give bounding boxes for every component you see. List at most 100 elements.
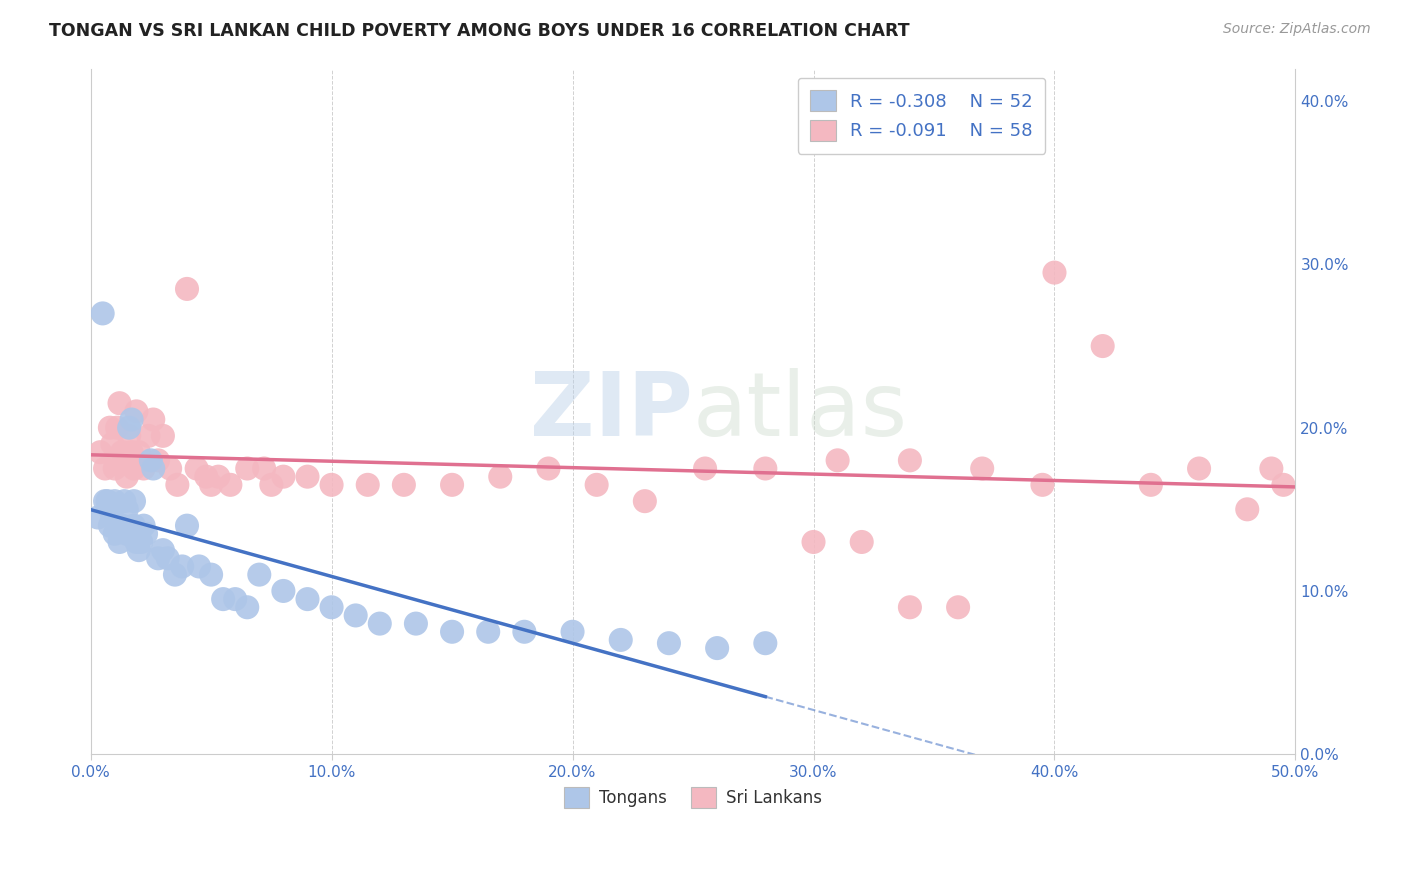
Text: Source: ZipAtlas.com: Source: ZipAtlas.com [1223,22,1371,37]
Point [693,461,716,475]
Point [297,469,319,483]
Point [898,600,921,615]
Point [1236,502,1258,516]
Point [200,567,222,582]
Point [122,518,145,533]
Point [851,535,873,549]
Point [706,641,728,656]
Point [104,494,127,508]
Point [898,453,921,467]
Point [87,510,110,524]
Point [200,478,222,492]
Point [98,518,121,533]
Point [135,526,157,541]
Point [392,478,415,492]
Point [513,624,536,639]
Point [273,469,295,483]
Point [1043,266,1066,280]
Point [105,518,128,533]
Point [91,306,114,320]
Point [972,461,994,475]
Point [585,478,607,492]
Point [121,445,143,459]
Point [827,453,849,467]
Point [1140,478,1163,492]
Point [803,535,825,549]
Point [1272,478,1295,492]
Point [159,461,181,475]
Point [1091,339,1114,353]
Point [111,445,134,459]
Point [104,461,127,475]
Point [122,494,145,508]
Point [142,461,165,475]
Point [128,543,150,558]
Text: TONGAN VS SRI LANKAN CHILD POVERTY AMONG BOYS UNDER 16 CORRELATION CHART: TONGAN VS SRI LANKAN CHILD POVERTY AMONG… [49,22,910,40]
Point [212,592,235,607]
Point [357,478,380,492]
Point [219,478,242,492]
Point [94,461,117,475]
Point [441,478,464,492]
Point [561,624,583,639]
Point [129,535,152,549]
Point [132,461,155,475]
Point [115,502,138,516]
Point [634,494,657,508]
Point [176,518,198,533]
Point [101,437,124,451]
Point [146,551,169,566]
Point [247,567,270,582]
Point [98,420,121,434]
Point [142,412,165,426]
Point [224,592,246,607]
Point [112,453,135,467]
Point [163,567,186,582]
Point [121,412,143,426]
Point [146,453,169,467]
Point [1031,478,1053,492]
Point [128,445,150,459]
Point [96,494,118,508]
Point [112,494,135,508]
Point [321,600,343,615]
Point [609,632,631,647]
Point [207,469,229,483]
Point [105,420,128,434]
Point [186,461,208,475]
Point [152,429,174,443]
Point [176,282,198,296]
Point [188,559,211,574]
Point [94,494,117,508]
Point [754,636,776,650]
Point [108,535,131,549]
Point [98,502,121,516]
Point [405,616,427,631]
Point [111,518,134,533]
Point [139,453,162,467]
Point [156,551,179,566]
Point [195,469,218,483]
Point [166,478,188,492]
Point [118,429,141,443]
Point [108,396,131,410]
Point [537,461,560,475]
Point [260,478,283,492]
Text: atlas: atlas [693,368,908,455]
Point [132,518,155,533]
Point [344,608,367,623]
Point [101,510,124,524]
Point [658,636,681,650]
Point [125,404,148,418]
Point [253,461,276,475]
Point [122,461,145,475]
Point [152,543,174,558]
Point [321,478,343,492]
Point [489,469,512,483]
Text: ZIP: ZIP [530,368,693,455]
Point [754,461,776,475]
Point [236,461,259,475]
Legend: Tongans, Sri Lankans: Tongans, Sri Lankans [557,780,830,814]
Point [1188,461,1211,475]
Point [297,592,319,607]
